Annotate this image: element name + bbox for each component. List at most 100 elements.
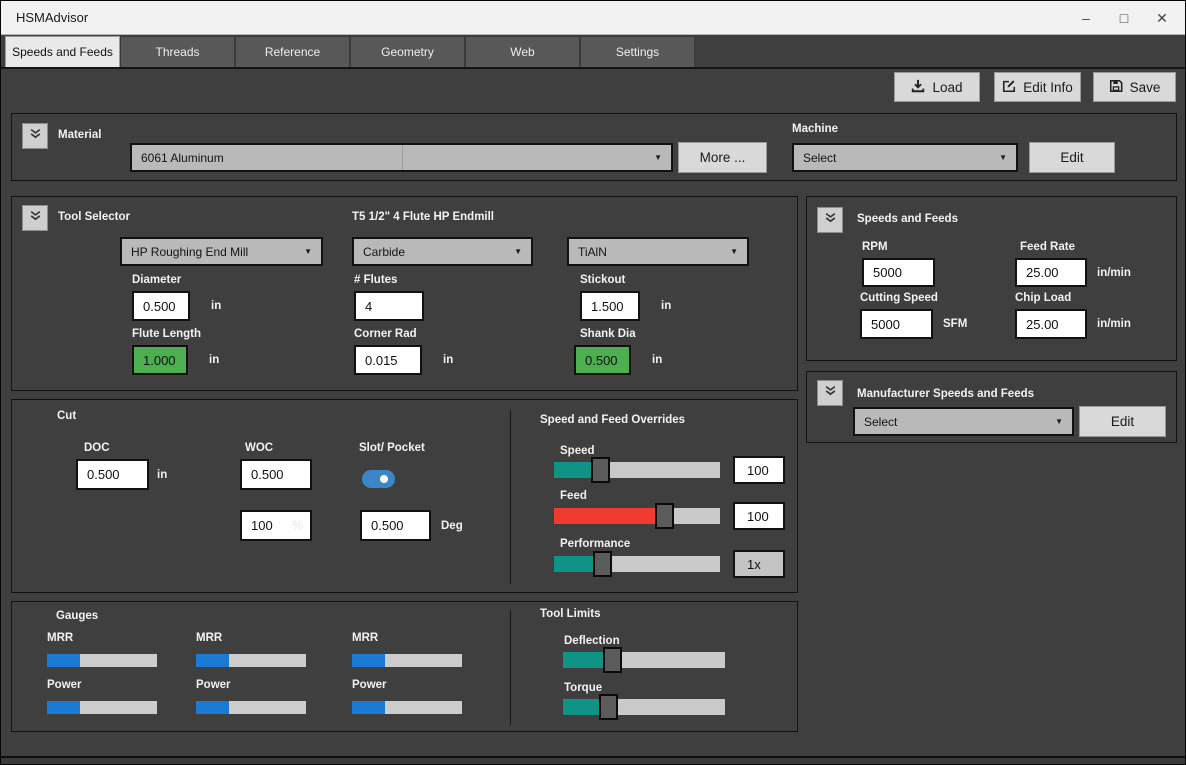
manufacturer-title: Manufacturer Speeds and Feeds [857,388,1035,400]
maximize-button[interactable]: □ [1119,10,1129,26]
deflection-handle[interactable] [602,647,622,673]
slot-pocket-label: Slot/ Pocket [359,442,425,454]
diameter-unit: in [211,300,222,312]
tab-web[interactable]: Web [465,36,580,67]
corner-rad-input[interactable] [354,345,422,375]
cut-divider [510,410,511,584]
manufacturer-dropdown[interactable]: Select ▼ [853,407,1074,436]
speeds-feeds-collapse-button[interactable] [817,207,843,233]
coating-dropdown[interactable]: TiAlN ▼ [567,237,749,266]
material-dropdown[interactable]: 6061 Aluminum ▼ [130,143,673,172]
stickout-unit: in [661,300,672,312]
speed-override-slider[interactable] [554,457,720,483]
woc-input[interactable] [240,459,312,490]
woc-percent-input[interactable] [240,510,312,541]
speed-override-handle[interactable] [591,457,611,483]
feed-override-value[interactable]: 100 [733,502,785,530]
material-collapse-button[interactable] [22,123,48,149]
feed-rate-label: Feed Rate [1020,241,1075,253]
chip-load-input[interactable] [1015,309,1087,339]
manufacturer-edit-button[interactable]: Edit [1079,406,1166,437]
chevron-down-icon: ▼ [654,153,662,162]
flutes-input[interactable] [354,291,424,321]
tab-speeds-and-feeds[interactable]: Speeds and Feeds [5,36,120,67]
chevron-down-icon: ▼ [730,247,738,256]
performance-slider[interactable] [554,551,720,577]
rpm-label: RPM [862,241,888,253]
toggle-knob [380,475,388,483]
performance-value[interactable]: 1x [733,550,785,578]
save-button[interactable]: Save [1093,72,1176,102]
tab-settings[interactable]: Settings [580,36,695,67]
tab-threads[interactable]: Threads [120,36,235,67]
tab-reference[interactable]: Reference [235,36,350,67]
flute-length-input[interactable] [132,345,188,375]
speed-override-fill [554,462,596,478]
material-more-button[interactable]: More ... [678,142,767,173]
slot-pocket-toggle[interactable] [362,470,395,488]
machine-edit-button[interactable]: Edit [1029,142,1115,173]
ramp-angle-unit: Deg [441,519,463,532]
feed-override-handle[interactable] [654,503,674,529]
edit-icon [1002,79,1016,96]
stickout-input[interactable] [580,291,640,321]
chevron-double-down-icon [824,385,837,401]
deflection-slider[interactable] [563,647,725,673]
tab-geometry[interactable]: Geometry [350,36,465,67]
diameter-input[interactable] [132,291,190,321]
speed-override-label: Speed [560,445,595,457]
chevron-down-icon: ▼ [304,247,312,256]
edit-info-button[interactable]: Edit Info [994,72,1081,102]
performance-handle[interactable] [593,551,613,577]
chevron-down-icon: ▼ [999,153,1007,162]
gauges-title: Gauges [56,610,99,622]
gauges-divider [510,610,511,725]
cut-title: Cut [57,410,77,422]
feed-override-slider[interactable] [554,503,720,529]
shank-dia-unit: in [652,354,663,366]
power-gauge [352,701,462,714]
doc-input[interactable] [76,459,149,490]
title-bar: HSMAdvisor – □ ✕ [1,1,1185,35]
rpm-input[interactable] [862,258,935,287]
tool-selector-panel: Tool Selector T5 1/2" 4 Flute HP Endmill… [11,196,798,391]
mrr-gauge-fill [196,654,229,667]
speed-override-value[interactable]: 100 [733,456,785,484]
load-button[interactable]: Load [894,72,980,102]
material-selected: 6061 Aluminum [141,150,224,165]
feed-override-fill [554,508,659,524]
chevron-down-icon: ▼ [1055,417,1063,426]
chevron-double-down-icon [29,128,42,144]
tab-bar: Speeds and Feeds Threads Reference Geome… [1,36,1185,69]
cutting-speed-unit: SFM [943,318,968,330]
feed-rate-input[interactable] [1015,258,1087,287]
power-label: Power [352,679,387,691]
machine-label: Machine [792,123,839,135]
power-label: Power [47,679,82,691]
machine-dropdown[interactable]: Select ▼ [792,143,1018,172]
tool-selector-collapse-button[interactable] [22,205,48,231]
performance-fill [554,556,598,572]
manufacturer-collapse-button[interactable] [817,380,843,406]
tool-selector-title: Tool Selector [58,211,130,223]
close-button[interactable]: ✕ [1156,9,1168,26]
machine-selected: Select [803,150,837,165]
tool-type-dropdown[interactable]: HP Roughing End Mill ▼ [120,237,323,266]
doc-unit: in [157,468,168,481]
shank-dia-input[interactable] [574,345,631,375]
cutting-speed-input[interactable] [860,309,933,339]
torque-slider[interactable] [563,694,725,720]
mrr-gauge [352,654,462,667]
save-icon [1109,79,1123,96]
corner-rad-label: Corner Rad [354,328,417,340]
speeds-feeds-panel: Speeds and Feeds RPM Feed Rate in/min Cu… [806,196,1177,361]
mrr-label: MRR [47,632,74,644]
minimize-button[interactable]: – [1082,10,1090,26]
deflection-label: Deflection [564,635,620,647]
window-title: HSMAdvisor [16,10,89,25]
torque-handle[interactable] [599,694,619,720]
ramp-angle-input[interactable] [360,510,431,541]
mrr-gauge [196,654,306,667]
tool-material-dropdown[interactable]: Carbide ▼ [352,237,533,266]
